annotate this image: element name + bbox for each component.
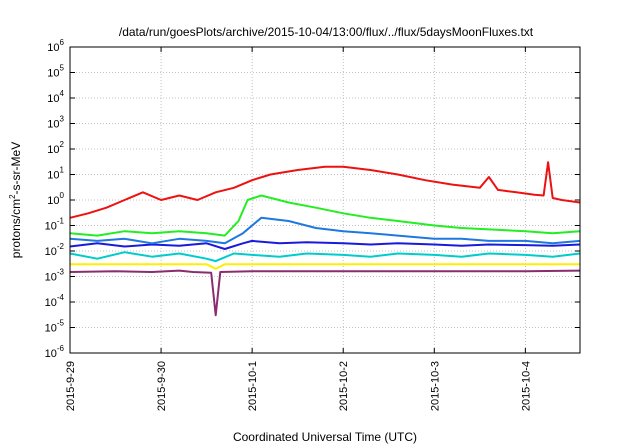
series-line — [69, 161, 581, 219]
x-tick-label: 2015-10-1 — [247, 361, 259, 411]
y-tick-label: 10-4 — [45, 293, 65, 309]
grid — [70, 47, 580, 353]
x-tick-label: 2015-9-30 — [156, 361, 168, 411]
series-line — [69, 239, 581, 250]
y-tick-label: 102 — [47, 140, 64, 156]
x-tick-label: 2015-9-29 — [65, 361, 77, 411]
y-tick-label: 10-2 — [45, 242, 65, 258]
series-line — [69, 216, 581, 245]
x-axis-title: Coordinated Universal Time (UTC) — [233, 430, 417, 444]
x-tick-label: 2015-10-2 — [338, 361, 350, 411]
series-layer — [69, 161, 581, 317]
y-axis: 10-6 10-5 10-4 10-3 10-2 10-1 100 101 102 103 104 1… — [45, 38, 580, 360]
y-tick-label: 10-3 — [45, 268, 65, 284]
y-tick-label: 104 — [47, 89, 64, 105]
y-tick-label: 101 — [47, 166, 64, 182]
y-axis-title: protons/cm2-s-sr-MeV — [8, 142, 23, 258]
y-tick-label: 10-5 — [45, 319, 65, 335]
y-tick-label: 105 — [47, 64, 64, 80]
chart-title: /data/run/goesPlots/archive/2015-10-04/1… — [119, 25, 534, 39]
y-tick-label: 106 — [47, 38, 64, 54]
y-tick-label: 100 — [47, 191, 64, 207]
series-line — [70, 263, 580, 270]
series-line — [69, 251, 581, 263]
x-tick-label: 2015-10-3 — [429, 361, 441, 411]
series-line — [69, 269, 581, 317]
x-axis: 2015-9-29 2015-9-30 2015-10-1 2015-10-2 2015… — [65, 47, 532, 411]
y-tick-label: 103 — [47, 115, 64, 131]
y-tick-label: 10-6 — [45, 344, 65, 360]
series-line — [69, 194, 581, 237]
x-tick-label: 2015-10-4 — [520, 361, 532, 411]
y-tick-label: 10-1 — [45, 217, 65, 233]
